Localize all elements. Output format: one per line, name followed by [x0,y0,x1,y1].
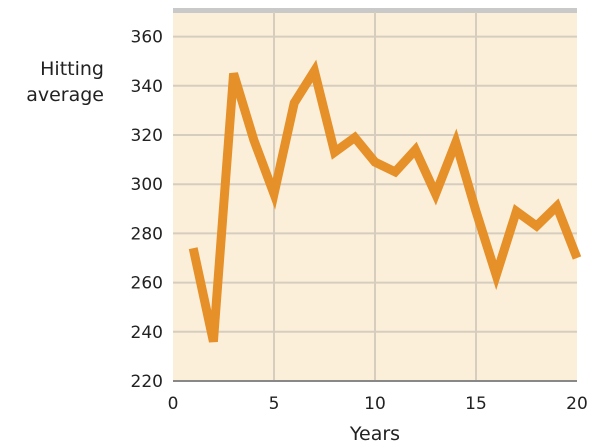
x-tick-label: 15 [465,394,487,414]
y-tick-label: 340 [131,77,163,97]
y-tick-label: 260 [131,274,163,294]
y-axis-title-line-2: average [26,84,104,106]
plot-top-band [173,8,577,13]
y-tick-label: 320 [131,126,163,146]
x-tick-label: 10 [364,394,386,414]
series-line [188,59,582,343]
y-tick-label: 240 [131,323,163,343]
x-tick-label: 5 [269,394,280,414]
x-tick-label: 0 [168,394,179,414]
y-tick-label: 360 [131,28,163,48]
y-tick-label: 280 [131,224,163,244]
y-tick-labels: 220 240 260 280 300 320 340 360 [131,28,163,392]
x-tick-labels: 0 5 10 15 20 [168,394,588,414]
y-tick-label: 220 [131,372,163,392]
x-axis-title: Years [349,423,400,445]
y-axis-title-line-1: Hitting [40,58,104,80]
y-tick-label: 300 [131,175,163,195]
x-tick-label: 20 [566,394,588,414]
